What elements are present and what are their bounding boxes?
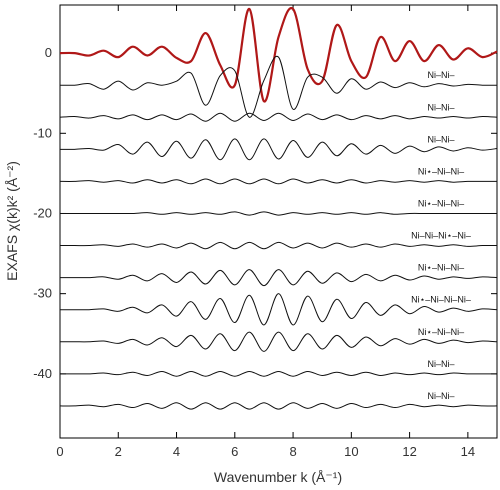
path-label: Ni–Ni– bbox=[427, 391, 454, 401]
path-contribution-line bbox=[59, 241, 498, 250]
path-contribution-line bbox=[59, 112, 498, 122]
path-label: Ni–Ni– bbox=[427, 70, 454, 80]
path-contribution-line bbox=[60, 331, 498, 352]
total-exafs-line bbox=[59, 6, 498, 103]
path-contribution-line bbox=[59, 138, 498, 161]
x-tick-label: 6 bbox=[231, 444, 238, 459]
series-layer bbox=[59, 6, 498, 410]
path-contribution-line bbox=[60, 211, 497, 216]
path-contribution-line bbox=[60, 293, 498, 326]
y-tick-label: -20 bbox=[33, 205, 52, 220]
x-tick-label: 2 bbox=[115, 444, 122, 459]
path-label: Ni⋆–Ni–Ni– bbox=[418, 166, 464, 176]
y-tick-label: -10 bbox=[33, 125, 52, 140]
y-tick-label: -30 bbox=[33, 286, 52, 301]
path-label: Ni⋆–Ni–Ni– bbox=[418, 198, 464, 208]
path-contribution-line bbox=[59, 178, 497, 185]
x-tick-label: 12 bbox=[402, 444, 416, 459]
path-label: Ni–Ni– bbox=[427, 102, 454, 112]
path-contribution-line bbox=[60, 269, 498, 287]
y-tick-label: -40 bbox=[33, 366, 52, 381]
path-contribution-line bbox=[59, 402, 498, 410]
path-label: Ni–Ni–Ni⋆–Ni– bbox=[411, 231, 471, 241]
x-tick-label: 4 bbox=[173, 444, 180, 459]
path-label-layer: Ni–Ni–Ni–Ni–Ni–Ni–Ni⋆–Ni–Ni–Ni⋆–Ni–Ni–Ni… bbox=[411, 70, 471, 401]
x-tick-label: 10 bbox=[344, 444, 358, 459]
x-axis-label: Wavenumber k (Å⁻¹) bbox=[214, 469, 342, 485]
y-axis-label: EXAFS χ(k)k² (Å⁻²) bbox=[4, 161, 20, 281]
path-label: Ni–Ni– bbox=[427, 134, 454, 144]
x-tick-label: 0 bbox=[56, 444, 63, 459]
path-label: Ni⋆–Ni–Ni– bbox=[418, 327, 464, 337]
y-tick-label: 0 bbox=[45, 45, 52, 60]
plot-frame bbox=[59, 4, 498, 439]
path-label: Ni⋆–Ni–Ni–Ni– bbox=[411, 295, 471, 305]
path-label: Ni–Ni– bbox=[427, 359, 454, 369]
path-contribution-line bbox=[59, 370, 497, 377]
path-contribution-line bbox=[59, 55, 498, 118]
x-tick-label: 8 bbox=[289, 444, 296, 459]
path-label: Ni⋆–Ni–Ni– bbox=[418, 263, 464, 273]
x-tick-label: 14 bbox=[461, 444, 475, 459]
